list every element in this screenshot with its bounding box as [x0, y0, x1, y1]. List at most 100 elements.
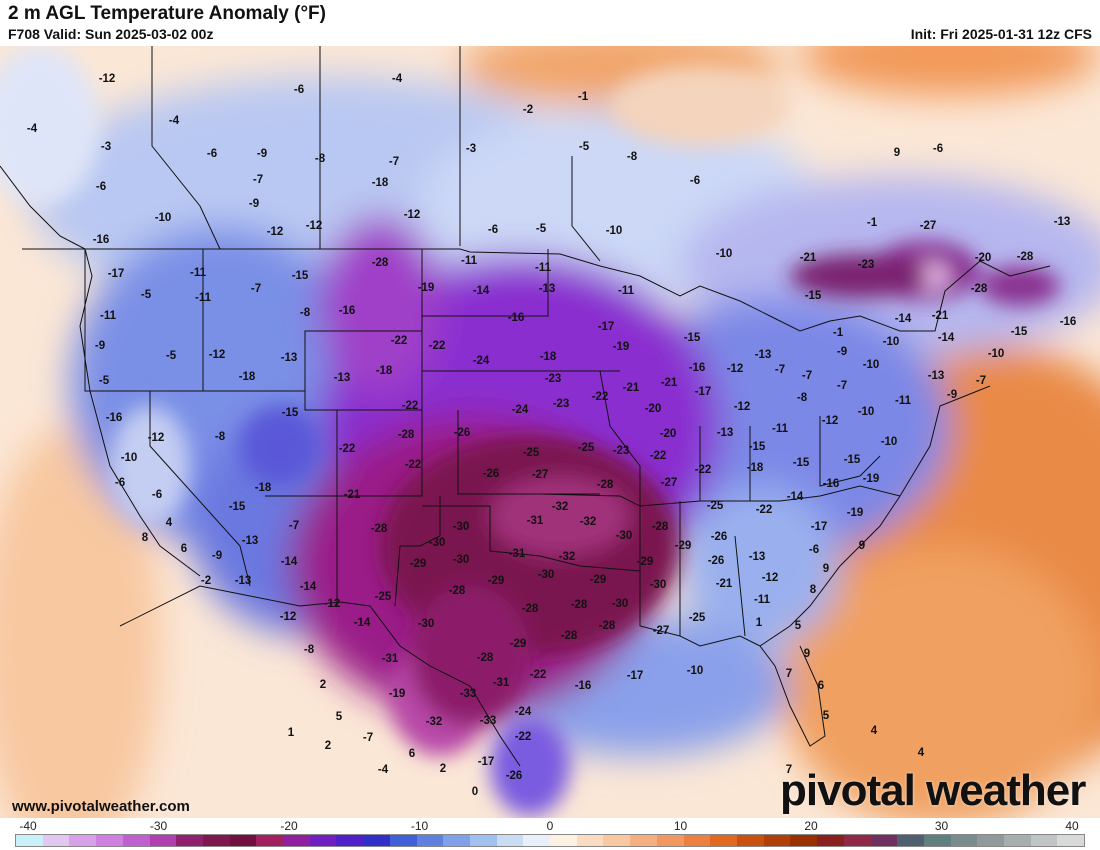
anomaly-value: -12 — [727, 363, 744, 375]
anomaly-value: -1 — [867, 217, 878, 229]
anomaly-value: -6 — [690, 175, 700, 187]
anomaly-value: -16 — [823, 478, 840, 490]
anomaly-value: -27 — [653, 625, 670, 637]
anomaly-value: -16 — [575, 680, 592, 692]
anomaly-value: -6 — [809, 544, 819, 556]
anomaly-value: -2 — [201, 575, 211, 587]
anomaly-value: 5 — [795, 620, 802, 632]
anomaly-value: -9 — [837, 346, 847, 358]
anomaly-value: -15 — [805, 290, 822, 302]
anomaly-value: -8 — [797, 392, 808, 404]
colorbar-segment — [630, 835, 657, 846]
anomaly-value: -13 — [928, 370, 945, 382]
anomaly-value: -13 — [334, 372, 351, 384]
anomaly-value: -13 — [235, 575, 252, 587]
anomaly-value: -16 — [106, 412, 123, 424]
anomaly-value: 1 — [756, 617, 763, 629]
anomaly-value: -10 — [988, 348, 1005, 360]
anomaly-value: -16 — [339, 305, 356, 317]
anomaly-value: -22 — [756, 504, 773, 516]
anomaly-value: -29 — [675, 540, 692, 552]
anomaly-value: -13 — [749, 551, 766, 563]
colorbar-segment — [817, 835, 844, 846]
anomaly-value: -13 — [281, 352, 298, 364]
anomaly-value: -15 — [292, 270, 309, 282]
anomaly-value: -13 — [755, 349, 772, 361]
colorbar-segment — [1057, 835, 1085, 846]
anomaly-value: 5 — [336, 711, 343, 723]
colorbar-segment — [42, 835, 70, 846]
anomaly-value: -15 — [229, 501, 246, 513]
anomaly-value: -13 — [539, 283, 556, 295]
anomaly-value: 9 — [859, 540, 865, 552]
colorbar-segment — [96, 835, 123, 846]
anomaly-value: -15 — [844, 454, 861, 466]
valid-time: F708 Valid: Sun 2025-03-02 00z — [8, 26, 214, 42]
anomaly-value: -6 — [115, 477, 125, 489]
anomaly-value: -22 — [402, 400, 419, 412]
anomaly-value: -31 — [493, 677, 510, 689]
anomaly-value: -27 — [532, 469, 549, 481]
anomaly-value: -19 — [389, 688, 406, 700]
anomaly-value: -30 — [418, 618, 435, 630]
anomaly-value: -3 — [466, 143, 476, 155]
init-time: Init: Fri 2025-01-31 12z CFS — [910, 26, 1092, 42]
anomaly-value: -13 — [242, 535, 259, 547]
anomaly-value: -7 — [251, 283, 261, 295]
anomaly-value: -31 — [527, 515, 544, 527]
anomaly-value: -10 — [687, 665, 704, 677]
anomaly-value: -11 — [895, 395, 912, 407]
colorbar-segment — [283, 835, 310, 846]
anomaly-value: -33 — [480, 715, 497, 727]
anomaly-value: -21 — [661, 377, 678, 389]
colorbar-segment — [176, 835, 203, 846]
anomaly-value: -11 — [754, 594, 771, 606]
colorbar-segment — [950, 835, 978, 846]
anomaly-value: -32 — [559, 551, 576, 563]
anomaly-value: -24 — [515, 706, 532, 718]
anomaly-value: 7 — [786, 764, 792, 776]
anomaly-value: -9 — [257, 148, 267, 160]
anomaly-value: -9 — [95, 340, 105, 352]
anomaly-value: -24 — [473, 355, 490, 367]
anomaly-value: -10 — [606, 225, 623, 237]
anomaly-value: -15 — [1011, 326, 1028, 338]
anomaly-value: -31 — [509, 548, 526, 560]
anomaly-value: -4 — [378, 764, 389, 776]
anomaly-value: 6 — [181, 543, 187, 555]
anomaly-value: -21 — [932, 310, 949, 322]
anomaly-value: -30 — [612, 598, 629, 610]
anomaly-value: -26 — [711, 531, 728, 543]
colorbar-segment — [389, 835, 417, 846]
anomaly-value: 6 — [409, 748, 415, 760]
colorbar-segment — [550, 835, 577, 846]
anomaly-value: -7 — [363, 732, 373, 744]
anomaly-value: -12 — [404, 209, 421, 221]
anomaly-value: -11 — [461, 255, 478, 267]
anomaly-value: -22 — [650, 450, 667, 462]
anomaly-value: -21 — [716, 578, 733, 590]
anomaly-value: -1 — [578, 91, 589, 103]
colorbar-segment — [16, 835, 43, 846]
anomaly-value: -28 — [571, 599, 588, 611]
anomaly-value: -10 — [121, 452, 138, 464]
colorbar-segment — [790, 835, 818, 846]
anomaly-value: -25 — [689, 612, 706, 624]
anomaly-value: -15 — [793, 457, 810, 469]
anomaly-value: -8 — [304, 644, 315, 656]
temperature-anomaly-map: -12 -6 -4 -1 -4 -4 -2 -3 -6 -9 -8 -7 -3 -5 -8 -6 -7 -18 -6… — [0, 46, 1100, 818]
colorbar-tick-label: 30 — [934, 819, 949, 833]
anomaly-value: 9 — [823, 563, 829, 575]
anomaly-value: -19 — [613, 341, 630, 353]
anomaly-value: 5 — [823, 710, 830, 722]
anomaly-value: -30 — [453, 521, 470, 533]
anomaly-value: -14 — [938, 332, 955, 344]
anomaly-value: -5 — [536, 223, 547, 235]
anomaly-value: 1 — [288, 727, 295, 739]
anomaly-value: -18 — [747, 462, 764, 474]
anomaly-value: -30 — [429, 537, 446, 549]
anomaly-value: -22 — [405, 459, 422, 471]
anomaly-value: -28 — [1017, 251, 1034, 263]
anomaly-value: -4 — [27, 123, 38, 135]
anomaly-value: -6 — [488, 224, 498, 236]
